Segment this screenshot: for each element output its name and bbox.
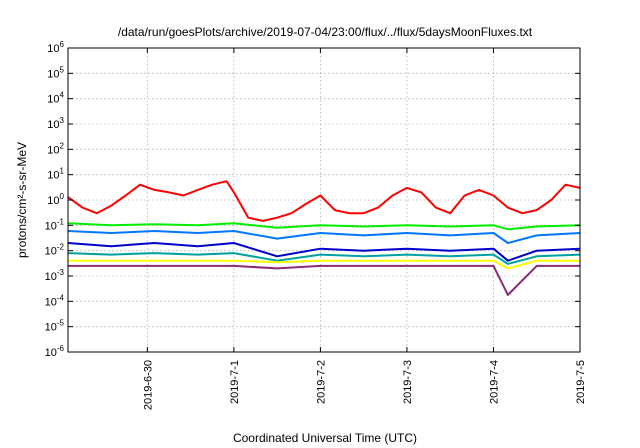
x-axis: 2019-6-30 2019-7-1 2019-7-2 2019-7-3 2019-7-… (142, 48, 587, 410)
y-tick-label: 10-5 (45, 319, 65, 334)
x-tick-label: 2019-7-3 (402, 360, 414, 404)
y-tick-label: 101 (47, 167, 64, 182)
y-tick-label: 100 (47, 192, 64, 207)
y-tick-label: 104 (47, 91, 64, 106)
series-line-2 (67, 222, 581, 231)
x-tick-label: 2019-6-30 (142, 360, 154, 410)
y-tick-label: 105 (47, 65, 64, 80)
y-tick-label: 102 (47, 141, 64, 156)
y-tick-label: 10-2 (45, 243, 65, 258)
y-axis: 10-6 10-5 10-4 10-3 10-2 10-1 100 101 102 103 104 1… (45, 40, 580, 359)
y-tick-label: 103 (47, 116, 64, 131)
x-tick-label: 2019-7-4 (488, 360, 500, 404)
x-tick-label: 2019-7-1 (229, 360, 241, 404)
y-tick-label: 10-1 (45, 217, 65, 232)
x-tick-label: 2019-7-2 (315, 360, 327, 404)
series-line-7 (68, 264, 580, 296)
series-line-4 (67, 242, 581, 262)
y-tick-label: 10-3 (45, 268, 65, 283)
series-line-1 (67, 180, 581, 222)
x-tick-label: 2019-7-5 (575, 360, 587, 404)
series-group (67, 180, 581, 296)
y-axis-label: protons/cm²-s-sr-MeV (15, 142, 29, 258)
y-tick-label: 10-6 (45, 344, 65, 359)
chart-title: /data/run/goesPlots/archive/2019-07-04/2… (118, 25, 533, 39)
series-line-6 (68, 259, 580, 270)
series-line-5 (67, 252, 581, 265)
y-tick-label: 10-4 (45, 293, 65, 308)
y-tick-label: 106 (47, 40, 64, 55)
series-line-3 (67, 230, 581, 244)
x-axis-label: Coordinated Universal Time (UTC) (233, 431, 417, 445)
